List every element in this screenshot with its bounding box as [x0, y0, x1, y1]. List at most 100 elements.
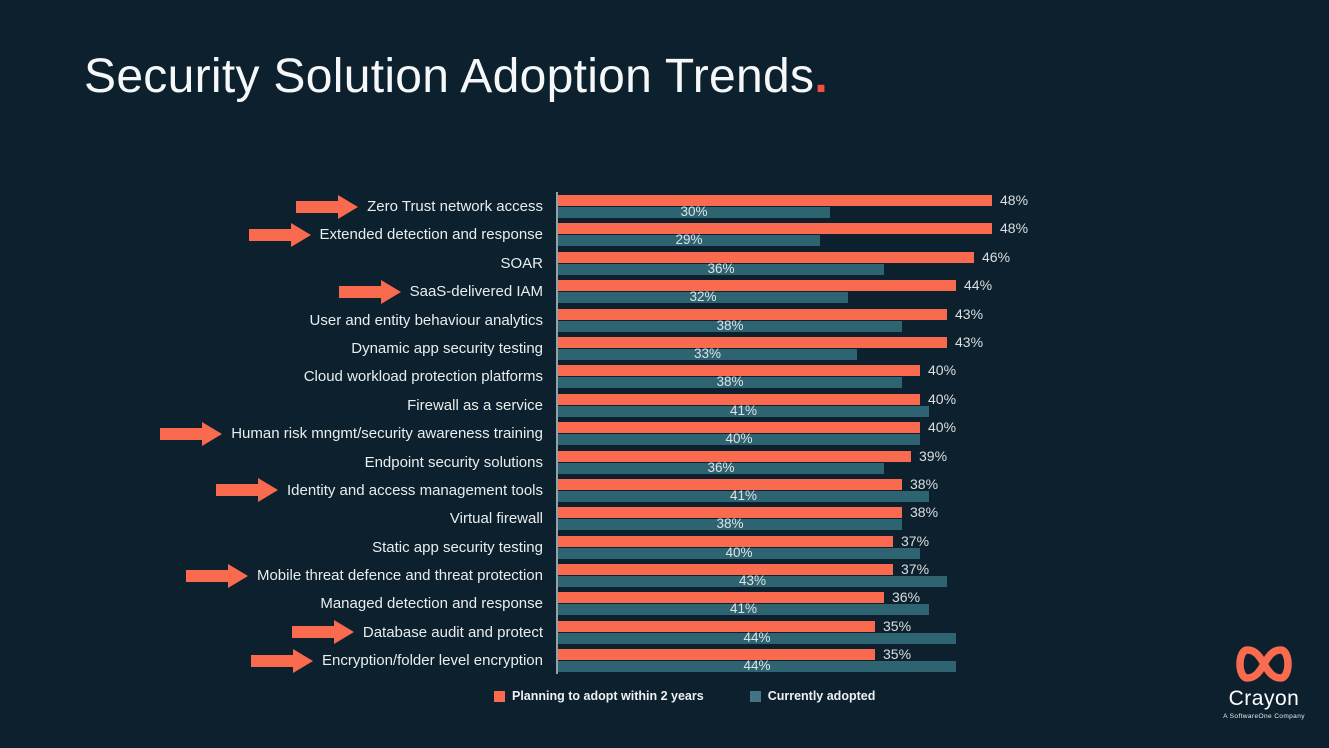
legend: Planning to adopt within 2 years Current…	[494, 689, 875, 703]
bars-cell: 37% 40%	[558, 532, 1329, 560]
bar-currently-adopted	[558, 462, 884, 474]
bar-planning-to-adopt	[558, 592, 884, 604]
value-label-planning: 43%	[955, 333, 984, 350]
bars-cell: 39% 36%	[558, 447, 1329, 475]
chart-row: Human risk mngmt/security awareness trai…	[0, 420, 1329, 446]
value-label-current: 38%	[716, 374, 744, 390]
value-label-planning: 48%	[1000, 192, 1029, 208]
category-label-cell: Endpoint security solutions	[0, 451, 543, 474]
crayon-logo-name: Crayon	[1228, 687, 1300, 710]
chart-row: Encryption/folder level encryption 35% 44%	[0, 646, 1329, 673]
chart-row: Database audit and protect 35% 44%	[0, 617, 1329, 645]
chart-row: Firewall as a service 40% 41%	[0, 390, 1329, 418]
chart-row: Endpoint security solutions 39% 36%	[0, 447, 1329, 475]
value-label-current: 38%	[716, 516, 744, 532]
bar-planning-to-adopt	[558, 649, 875, 661]
highlight-arrow-icon	[338, 279, 401, 304]
highlight-arrow-icon	[160, 421, 223, 446]
category-label: Managed detection and response	[320, 595, 543, 613]
bar-currently-adopted	[558, 320, 902, 332]
highlight-arrow-icon	[216, 478, 279, 503]
bar-planning-to-adopt	[558, 251, 974, 263]
legend-item-planning: Planning to adopt within 2 years	[494, 689, 704, 703]
bar-currently-adopted	[558, 377, 902, 389]
category-label: Virtual firewall	[449, 510, 543, 528]
value-label-current: 33%	[693, 345, 722, 361]
category-label-cell: SaaS-delivered IAM	[0, 279, 543, 304]
bars-cell: 35% 44%	[558, 617, 1329, 645]
chart-row: Managed detection and response 36% 41%	[0, 589, 1329, 617]
category-label-cell: Zero Trust network access	[0, 194, 543, 219]
bars-cell: 40% 40%	[558, 420, 1329, 445]
value-label-current: 29%	[675, 232, 703, 248]
value-label-current: 41%	[729, 402, 758, 418]
chart-row: Zero Trust network access 48% 30%	[0, 192, 1329, 219]
value-label-current: 43%	[738, 573, 767, 589]
bar-planning-to-adopt	[558, 308, 947, 320]
bar-planning-to-adopt	[558, 280, 956, 292]
bar-planning-to-adopt	[558, 478, 902, 490]
bars-cell: 38% 38%	[558, 505, 1329, 532]
page-title: Security Solution Adoption Trends.	[84, 51, 828, 102]
bar-planning-to-adopt	[558, 365, 920, 377]
value-label-current: 30%	[680, 204, 708, 219]
value-label-current: 36%	[707, 459, 735, 475]
bars-cell: 46% 36%	[558, 248, 1329, 276]
bar-planning-to-adopt	[558, 393, 920, 405]
crayon-infinity-icon	[1236, 646, 1292, 682]
category-label: Zero Trust network access	[367, 198, 543, 215]
category-label-cell: Dynamic app security testing	[0, 337, 543, 360]
category-label: User and entity behaviour analytics	[309, 311, 543, 329]
legend-label-current: Currently adopted	[767, 689, 876, 703]
category-label: SOAR	[500, 254, 543, 272]
value-label-planning: 38%	[910, 475, 939, 492]
category-label: Identity and access management tools	[287, 481, 543, 499]
category-label: Extended detection and response	[319, 226, 544, 244]
chart-row: Cloud workload protection platforms 40% 38…	[0, 363, 1329, 390]
chart-row: Dynamic app security testing 43% 33%	[0, 333, 1329, 361]
value-label-planning: 40%	[928, 390, 957, 407]
highlight-arrow-icon	[291, 620, 354, 645]
bar-planning-to-adopt	[558, 620, 875, 632]
bar-planning-to-adopt	[558, 223, 992, 235]
category-label: Human risk mngmt/security awareness trai…	[231, 425, 543, 443]
value-label-current: 40%	[725, 544, 753, 560]
category-label-cell: Virtual firewall	[0, 507, 543, 530]
category-label: Encryption/folder level encryption	[322, 652, 543, 670]
chart-row: User and entity behaviour analytics 43% 38…	[0, 307, 1329, 332]
value-label-planning: 35%	[883, 646, 912, 663]
category-label: Static app security testing	[372, 538, 543, 556]
legend-swatch-planning-icon	[494, 690, 505, 702]
value-label-planning: 36%	[892, 589, 921, 606]
bar-currently-adopted	[558, 604, 929, 616]
category-label: Endpoint security solutions	[364, 453, 543, 471]
legend-label-planning: Planning to adopt within 2 years	[512, 689, 704, 703]
crayon-logo-tagline: A SoftwareOne Company	[1223, 713, 1305, 720]
bar-planning-to-adopt	[558, 564, 893, 576]
bars-cell: 43% 38%	[558, 307, 1329, 332]
chart-row: SaaS-delivered IAM 44% 32%	[0, 278, 1329, 304]
bar-planning-to-adopt	[558, 336, 947, 348]
value-label-current: 41%	[729, 601, 758, 617]
value-label-planning: 39%	[919, 447, 948, 464]
value-label-current: 44%	[743, 629, 771, 645]
bars-cell: 48% 29%	[558, 220, 1329, 248]
legend-item-current: Currently adopted	[749, 689, 876, 703]
category-label-cell: SOAR	[0, 252, 543, 275]
bars-cell: 36% 41%	[558, 589, 1329, 617]
bar-currently-adopted	[558, 263, 884, 275]
category-label: Database audit and protect	[362, 623, 543, 641]
bar-planning-to-adopt	[558, 195, 992, 206]
value-label-planning: 48%	[1000, 220, 1029, 237]
bar-currently-adopted	[558, 207, 830, 218]
value-label-planning: 46%	[982, 248, 1011, 265]
bars-cell: 37% 43%	[558, 562, 1329, 589]
value-label-current: 36%	[707, 260, 735, 276]
category-label: Firewall as a service	[407, 396, 543, 414]
chart-row: Static app security testing 37% 40%	[0, 532, 1329, 560]
bars-cell: 35% 44%	[558, 646, 1329, 673]
value-label-planning: 37%	[901, 532, 930, 549]
category-label-cell: Identity and access management tools	[0, 478, 543, 503]
value-label-planning: 35%	[883, 617, 912, 634]
